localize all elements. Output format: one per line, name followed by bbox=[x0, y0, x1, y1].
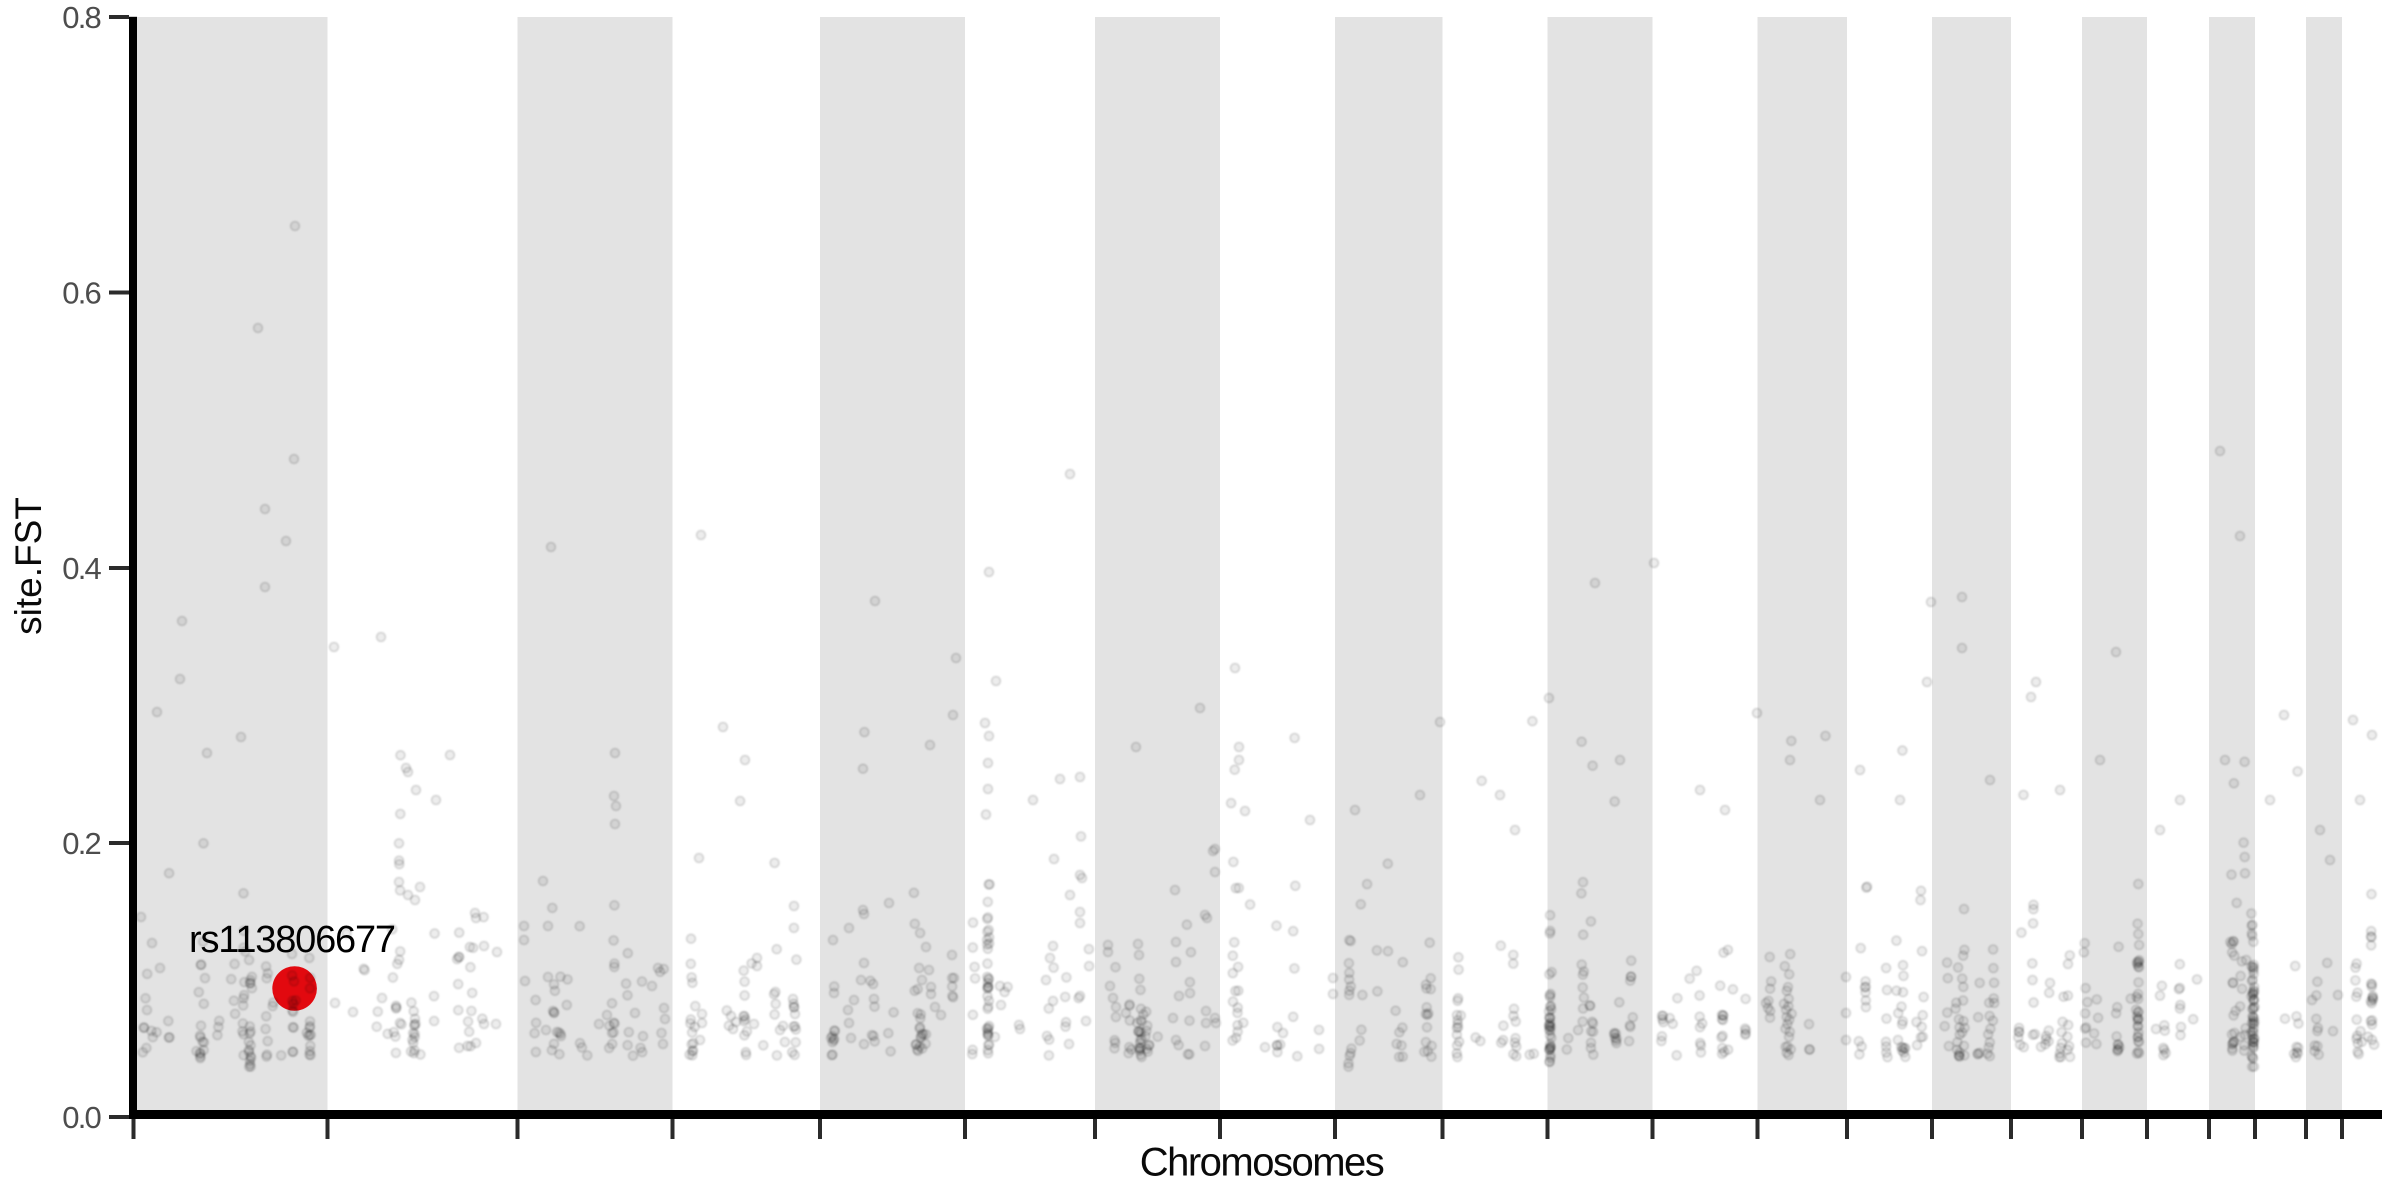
svg-text:site.FST: site.FST bbox=[8, 497, 49, 635]
svg-text:0.4: 0.4 bbox=[62, 551, 101, 586]
svg-text:Chromosomes: Chromosomes bbox=[1140, 1141, 1384, 1185]
svg-text:0.2: 0.2 bbox=[62, 826, 100, 861]
svg-text:rs113806677: rs113806677 bbox=[189, 919, 395, 961]
svg-text:0.6: 0.6 bbox=[62, 276, 100, 311]
svg-text:0.8: 0.8 bbox=[62, 0, 100, 35]
svg-text:0.0: 0.0 bbox=[62, 1100, 101, 1135]
